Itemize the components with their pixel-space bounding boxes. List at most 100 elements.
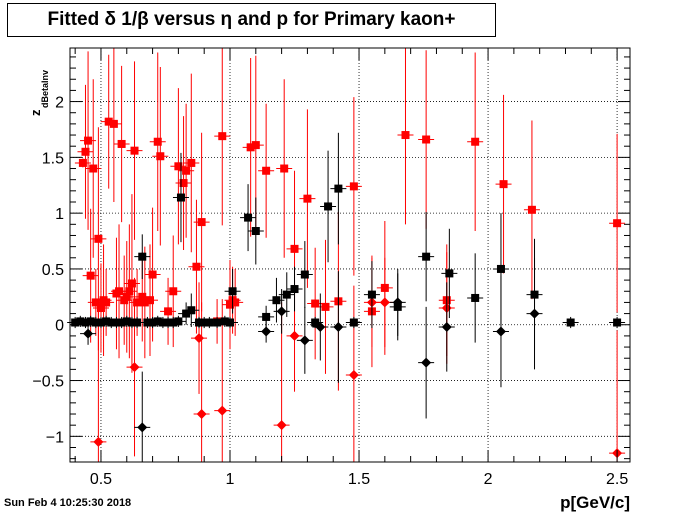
square-marker xyxy=(251,227,260,236)
y-tick-label: 1.5 xyxy=(42,150,64,167)
diamond-marker xyxy=(379,297,390,308)
square-marker xyxy=(115,287,124,296)
chart-title-box: Fitted δ 1/β versus η and p for Primary … xyxy=(7,3,496,37)
x-tick-label: 2 xyxy=(484,471,493,488)
square-marker xyxy=(613,219,622,228)
square-marker xyxy=(104,117,113,126)
diamond-marker xyxy=(217,405,228,416)
square-marker xyxy=(89,164,98,173)
square-marker xyxy=(153,317,162,326)
square-marker xyxy=(566,318,575,327)
square-marker xyxy=(422,252,431,261)
square-marker xyxy=(321,302,330,311)
diamond-marker xyxy=(315,321,326,332)
square-marker xyxy=(251,141,260,150)
diamond-marker xyxy=(93,436,104,447)
square-marker xyxy=(96,318,105,327)
x-tick-label: 0.5 xyxy=(90,471,112,488)
diamond-marker xyxy=(289,330,300,341)
diamond-marker xyxy=(348,369,359,380)
square-marker xyxy=(130,146,139,155)
square-marker xyxy=(81,147,90,156)
y-tick-label: −0.5 xyxy=(32,374,64,391)
square-marker xyxy=(367,290,376,299)
square-marker xyxy=(499,180,508,189)
square-marker xyxy=(138,292,147,301)
y-tick-label: 0 xyxy=(55,318,64,335)
square-marker xyxy=(226,318,234,327)
square-marker xyxy=(156,152,165,161)
square-marker xyxy=(244,213,253,222)
square-marker xyxy=(228,287,237,296)
square-marker xyxy=(324,202,333,211)
square-marker xyxy=(422,135,431,144)
square-marker xyxy=(109,119,118,128)
diamond-marker xyxy=(83,328,94,339)
square-marker xyxy=(527,205,536,214)
diamond-marker xyxy=(333,321,344,332)
square-marker xyxy=(96,304,105,313)
x-tick-label: 1.5 xyxy=(348,471,370,488)
diamond-marker xyxy=(261,326,272,337)
diamond-marker xyxy=(421,357,432,368)
square-marker xyxy=(187,158,196,167)
y-tick-label: −1 xyxy=(46,429,64,446)
square-marker xyxy=(91,298,100,307)
square-marker xyxy=(231,298,240,307)
y-axis-label: z dBetaInv xyxy=(28,70,50,116)
square-marker xyxy=(401,131,410,140)
chart-title: Fitted δ 1/β versus η and p for Primary … xyxy=(47,9,456,30)
square-marker xyxy=(127,279,136,288)
square-marker xyxy=(122,292,131,301)
square-marker xyxy=(311,318,320,327)
timestamp: Sun Feb 4 10:25:30 2018 xyxy=(4,497,132,509)
diamond-marker xyxy=(529,308,540,319)
square-marker xyxy=(86,271,95,280)
square-marker xyxy=(197,218,206,227)
y-axis-label-sub: dBetaInv xyxy=(40,70,50,108)
square-marker xyxy=(290,285,299,294)
square-marker xyxy=(613,318,622,327)
square-marker xyxy=(220,317,229,326)
square-marker xyxy=(102,317,111,326)
square-marker xyxy=(71,318,80,327)
diamond-marker xyxy=(194,333,205,344)
square-marker xyxy=(138,252,147,261)
square-marker xyxy=(76,317,85,326)
x-axis-label: p[GeV/c] xyxy=(560,493,630,512)
diamond-marker xyxy=(196,409,207,420)
square-marker xyxy=(133,318,142,327)
diamond-marker xyxy=(392,297,403,308)
square-marker xyxy=(290,244,299,253)
square-marker xyxy=(280,164,289,173)
y-axis-label-main: z xyxy=(28,109,43,116)
square-marker xyxy=(117,318,126,327)
diamond-marker xyxy=(137,422,148,433)
square-marker xyxy=(117,139,126,148)
square-marker xyxy=(174,162,183,171)
square-marker xyxy=(246,143,255,152)
square-marker xyxy=(94,234,103,243)
square-marker xyxy=(471,137,480,146)
y-tick-label: 2 xyxy=(55,95,64,112)
square-marker xyxy=(303,194,312,203)
square-marker xyxy=(496,264,505,273)
square-marker xyxy=(164,307,173,316)
diamond-marker xyxy=(194,317,205,328)
square-marker xyxy=(311,299,320,308)
square-marker xyxy=(122,317,131,326)
square-marker xyxy=(272,296,281,305)
square-marker xyxy=(176,193,185,202)
square-marker xyxy=(282,290,291,299)
square-marker xyxy=(140,298,149,307)
square-marker xyxy=(78,158,87,167)
y-tick-label: 0.5 xyxy=(42,262,64,279)
x-tick-label: 1 xyxy=(226,471,235,488)
square-marker xyxy=(81,318,90,327)
square-marker xyxy=(349,182,358,191)
square-marker xyxy=(148,270,157,279)
square-marker xyxy=(125,287,134,296)
square-marker xyxy=(179,179,188,188)
square-marker xyxy=(192,262,201,271)
